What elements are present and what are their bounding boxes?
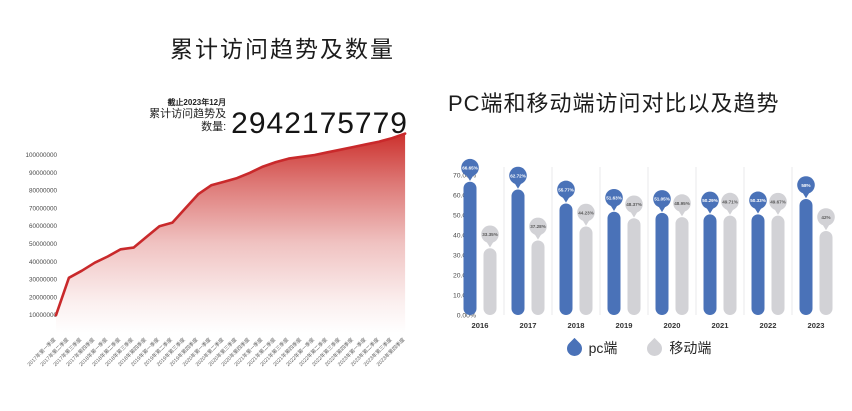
pc-mobile-panel: PC端和移动端访问对比以及趋势 0.00%10.00%20.00%30.00%4… [426,0,852,411]
mobile-bar [771,215,785,315]
balloon-bubble [769,192,787,211]
cumulative-annotation-text: 截止2023年12月 累计访问趋势及数量: [140,98,226,139]
pc-bar [607,211,621,315]
year-label: 2020 [664,321,681,330]
pc-bar [703,214,717,315]
y-axis-tick-label: 90000000 [29,170,58,177]
cumulative-total-label: 累计访问趋势及数量: [149,108,227,133]
pc-value-label: 50.29% [702,198,718,203]
pc-value-label: 62.72% [510,173,526,178]
mobile-drop-icon [644,337,666,359]
mobile-bar [531,240,545,315]
pc-bar [655,212,669,315]
legend-item-pc: pc端 [563,337,618,359]
mobile-value-label: 33.35% [482,232,498,237]
balloon-bubble [625,195,643,214]
year-label: 2018 [568,321,585,330]
y-axis-tick-label: 30000000 [29,277,58,284]
pc-mobile-bar-chart: 0.00%10.00%20.00%30.00%40.00%50.00%60.00… [453,158,835,330]
pc-bar [559,203,573,315]
y-axis-tick-label: 40000000 [29,259,58,266]
pc-bar [751,214,765,315]
mobile-bar [627,218,641,315]
pc-value-label: 51.63% [606,196,622,201]
y-axis-tick-label: 50000000 [29,241,58,248]
mobile-legend-label: 移动端 [669,340,712,356]
legend-item-mobile: 移动端 [644,337,712,359]
balloon-bubble [481,225,499,244]
percent-tick-label: 0.00% [457,313,476,320]
y-axis-tick-label: 10000000 [29,312,58,319]
cumulative-total-value: 2942175779 [231,107,408,140]
balloon-bubble [529,217,547,236]
cumulative-annotation: 截止2023年12月 累计访问趋势及数量: 2942175779 [140,98,408,139]
balloon-bubble [721,192,739,211]
y-axis-tick-label: 20000000 [29,294,58,301]
year-label: 2021 [712,321,730,330]
area-fill [56,133,406,333]
balloon-bubble [653,190,671,208]
mobile-value-label: 37.28% [530,224,546,229]
cumulative-chart-title: 累计访问趋势及数量 [170,36,395,62]
balloon-bubble [701,191,719,210]
mobile-value-label: 44.23% [578,210,594,215]
balloon-bubble [577,203,595,222]
pc-value-label: 66.65% [462,166,478,171]
year-label: 2022 [760,321,777,330]
mobile-bar [483,248,497,315]
year-label: 2016 [472,321,489,330]
balloon-bubble [673,194,691,212]
pc-legend-label: pc端 [588,340,618,356]
balloon-bubble [749,191,767,210]
pc-value-label: 50.33% [750,198,766,203]
mobile-bar [819,231,833,315]
pc-drop-icon [563,337,585,359]
y-axis-tick-label: 100000000 [25,152,57,159]
cumulative-area-chart: 10000000 20000000 30000000 40000000 50000000… [25,132,407,368]
mobile-bar [723,215,737,315]
mobile-bar [675,217,689,315]
year-label: 2019 [616,321,633,330]
y-axis-tick-label: 80000000 [29,188,58,195]
balloon-bubble [509,166,527,185]
balloon-bubble [461,158,479,177]
mobile-value-label: 49.67% [770,199,786,204]
y-axis-tick-label: 70000000 [29,205,58,212]
balloon-bubble [557,180,575,199]
year-label: 2017 [520,321,537,330]
pc-value-label: 55.77% [558,187,574,192]
chart-legend: pc端 移动端 [426,337,852,359]
pc-value-label: 51.05% [654,197,670,202]
balloon-bubble [605,188,623,207]
pc-bar [511,189,525,315]
balloon-bubble [797,176,815,194]
mobile-bar [579,226,593,315]
pc-bar [799,199,813,315]
pc-bar [463,181,477,315]
balloon-bubble [817,208,835,226]
y-axis-tick-label: 60000000 [29,223,58,230]
mobile-value-label: 42% [821,215,830,220]
mobile-value-label: 48.37% [626,202,642,207]
percent-tick-label: 70.00% [453,173,476,180]
mobile-value-label: 48.95% [674,201,690,206]
mobile-value-label: 49.71% [722,199,738,204]
pc-value-label: 58% [801,183,810,188]
asof-date-label: 截止2023年12月 [167,98,227,107]
area-line [54,132,407,317]
cumulative-visits-panel: 累计访问趋势及数量 截止2023年12月 累计访问趋势及数量: 29421757… [25,36,408,368]
year-label: 2023 [808,321,825,330]
pc-mobile-chart-title: PC端和移动端访问对比以及趋势 [448,91,780,116]
